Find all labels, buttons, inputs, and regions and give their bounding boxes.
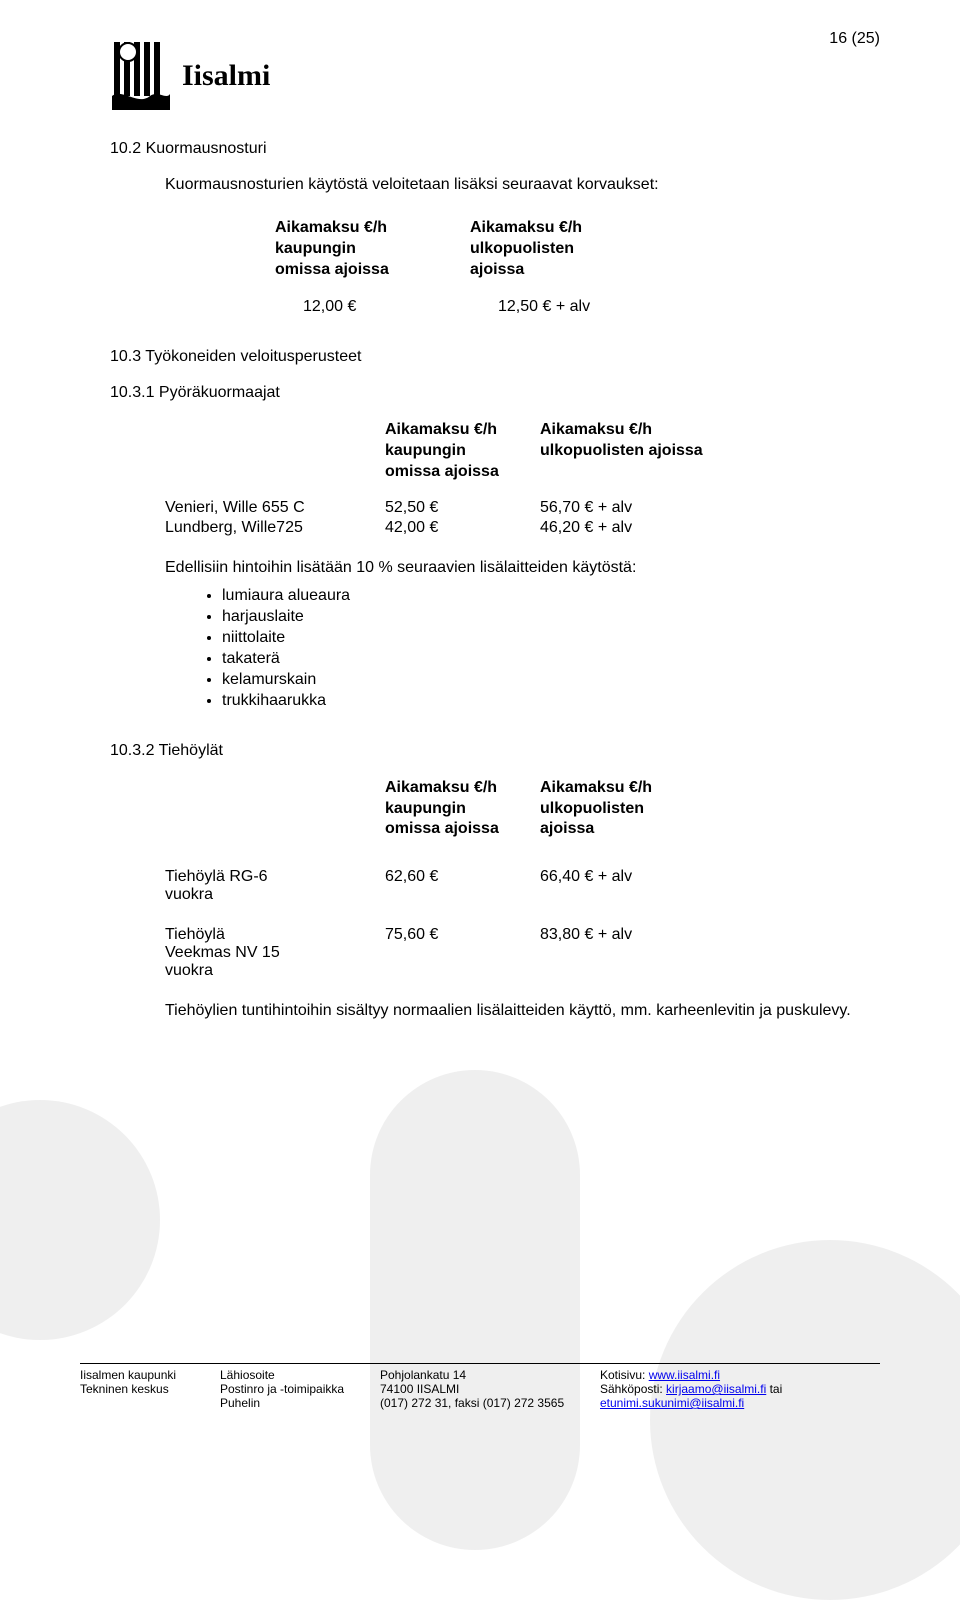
- text: ulkopuolisten: [470, 240, 574, 257]
- col-header-ext: Aikamaksu €/h ulkopuolisten ajoissa: [540, 778, 695, 840]
- row-value-ext: 83,80 € + alv: [540, 926, 632, 980]
- list-item: harjauslaite: [222, 608, 880, 626]
- text: Aikamaksu €/h: [385, 779, 497, 796]
- text: kaupungin: [385, 800, 466, 817]
- list-item: takaterä: [222, 650, 880, 668]
- col-header-own: Aikamaksu €/h kaupungin omissa ajoissa: [275, 218, 430, 280]
- text: kaupungin: [385, 442, 466, 459]
- section-10-3-2-title: 10.3.2 Tiehöylät: [110, 742, 880, 760]
- col-header-own: Aikamaksu €/h kaupungin omissa ajoissa: [385, 778, 540, 840]
- text: Pohjolankatu 14: [380, 1368, 586, 1382]
- list-item: trukkihaarukka: [222, 692, 880, 710]
- text: Aikamaksu €/h: [275, 219, 387, 236]
- email-pattern-link[interactable]: etunimi.sukunimi@iisalmi.fi: [600, 1396, 744, 1410]
- col-header-own: Aikamaksu €/h kaupungin omissa ajoissa: [385, 420, 540, 482]
- text: ajoissa: [470, 261, 524, 278]
- value-own: 12,00 €: [275, 298, 430, 316]
- text: vuokra: [165, 886, 213, 903]
- text: Aikamaksu €/h: [540, 779, 652, 796]
- table-10-3-1-head: Aikamaksu €/h kaupungin omissa ajoissa A…: [275, 420, 880, 482]
- table-10-3-2-rows: Tiehöylä RG-6 vuokra 62,60 € 66,40 € + a…: [165, 868, 880, 980]
- text: tai: [766, 1382, 782, 1396]
- text: kaupungin: [275, 240, 356, 257]
- section-10-3-title: 10.3 Työkoneiden veloitusperusteet: [110, 348, 880, 366]
- text: Puhelin: [220, 1396, 366, 1410]
- text: Kotisivu:: [600, 1368, 649, 1382]
- text: Veekmas NV 15: [165, 944, 280, 961]
- text: Tekninen keskus: [80, 1382, 206, 1396]
- text: Tiehöylä: [165, 926, 225, 943]
- text: (017) 272 31, faksi (017) 272 3565: [380, 1396, 586, 1410]
- logo-block: Iisalmi: [110, 40, 880, 112]
- email-link[interactable]: kirjaamo@iisalmi.fi: [666, 1382, 766, 1396]
- page-footer: Iisalmen kaupunki Tekninen keskus Lähios…: [80, 1363, 880, 1410]
- row-label: Venieri, Wille 655 C: [165, 499, 385, 517]
- text: omissa ajoissa: [385, 463, 499, 480]
- footer-col-labels: Lähiosoite Postinro ja -toimipaikka Puhe…: [220, 1368, 380, 1410]
- bullet-list-10-3-1: lumiaura alueaura harjauslaite niittolai…: [222, 587, 880, 710]
- row-value-own: 52,50 €: [385, 499, 540, 517]
- row-value-ext: 66,40 € + alv: [540, 868, 632, 904]
- table-10-2: Aikamaksu €/h kaupungin omissa ajoissa A…: [275, 218, 880, 316]
- text: Postinro ja -toimipaikka: [220, 1382, 366, 1396]
- text: omissa ajoissa: [275, 261, 389, 278]
- logo-text: Iisalmi: [182, 59, 270, 93]
- row-label: Tiehöylä RG-6 vuokra: [165, 868, 385, 904]
- watermark-shape: [0, 1100, 160, 1340]
- row-value-ext: 46,20 € + alv: [540, 519, 632, 537]
- col-header-ext: Aikamaksu €/h ulkopuolisten ajoissa: [540, 420, 760, 482]
- value-ext: 12,50 € + alv: [470, 298, 625, 316]
- footer-col-links: Kotisivu: www.iisalmi.fi Sähköposti: kir…: [600, 1368, 880, 1410]
- page-content: Iisalmi 10.2 Kuormausnosturi Kuormausnos…: [110, 40, 880, 1020]
- footer-col-org: Iisalmen kaupunki Tekninen keskus: [80, 1368, 220, 1410]
- section-10-2-title: 10.2 Kuormausnosturi: [110, 140, 880, 158]
- footer-col-address: Pohjolankatu 14 74100 IISALMI (017) 272 …: [380, 1368, 600, 1410]
- row-value-ext: 56,70 € + alv: [540, 499, 632, 517]
- list-item: niittolaite: [222, 629, 880, 647]
- list-item: kelamurskain: [222, 671, 880, 689]
- text: Sähköposti:: [600, 1382, 666, 1396]
- text: omissa ajoissa: [385, 820, 499, 837]
- text: Aikamaksu €/h: [540, 421, 652, 438]
- text: Lähiosoite: [220, 1368, 366, 1382]
- text: ulkopuolisten ajoissa: [540, 442, 703, 459]
- city-logo-icon: [110, 40, 172, 112]
- text: ajoissa: [540, 820, 594, 837]
- text: Iisalmen kaupunki: [80, 1368, 206, 1382]
- col-header-ext: Aikamaksu €/h ulkopuolisten ajoissa: [470, 218, 625, 280]
- list-item: lumiaura alueaura: [222, 587, 880, 605]
- section-10-2-intro: Kuormausnosturien käytöstä veloitetaan l…: [165, 176, 880, 194]
- text: 74100 IISALMI: [380, 1382, 586, 1396]
- note-10-3-1: Edellisiin hintoihin lisätään 10 % seura…: [165, 559, 880, 577]
- text: Aikamaksu €/h: [470, 219, 582, 236]
- watermark-shape: [370, 1070, 580, 1550]
- text: vuokra: [165, 962, 213, 979]
- text: Aikamaksu €/h: [385, 421, 497, 438]
- row-value-own: 62,60 €: [385, 868, 540, 904]
- text: ulkopuolisten: [540, 800, 644, 817]
- row-value-own: 42,00 €: [385, 519, 540, 537]
- row-value-own: 75,60 €: [385, 926, 540, 980]
- row-label: Lundberg, Wille725: [165, 519, 385, 537]
- table-10-3-2-head: Aikamaksu €/h kaupungin omissa ajoissa A…: [275, 778, 880, 840]
- homepage-link[interactable]: www.iisalmi.fi: [649, 1368, 720, 1382]
- text: Tiehöylä RG-6: [165, 868, 268, 885]
- section-10-3-1-title: 10.3.1 Pyöräkuormaajat: [110, 384, 880, 402]
- table-10-3-1-rows: Venieri, Wille 655 C 52,50 € 56,70 € + a…: [165, 499, 880, 537]
- note-10-3-2: Tiehöylien tuntihintoihin sisältyy norma…: [165, 1002, 880, 1020]
- watermark-shape: [650, 1240, 960, 1600]
- row-label: Tiehöylä Veekmas NV 15 vuokra: [165, 926, 385, 980]
